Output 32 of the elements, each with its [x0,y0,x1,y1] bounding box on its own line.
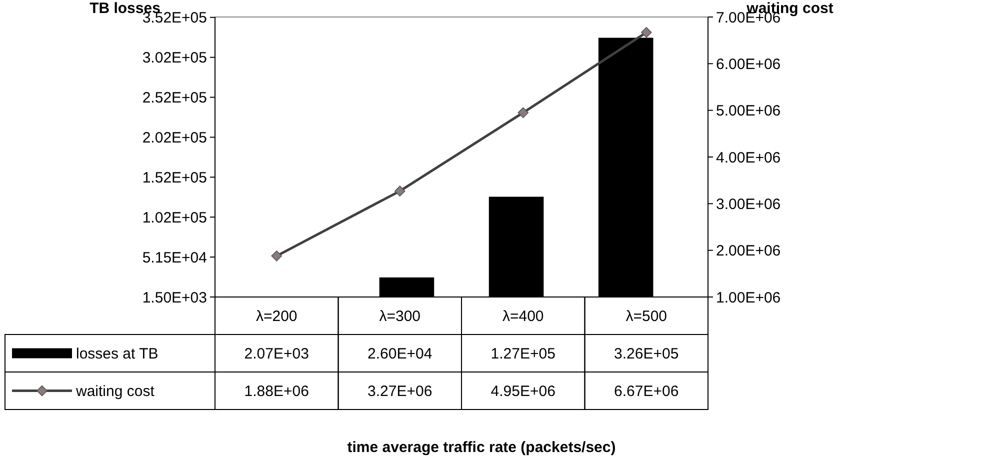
y-tick-label: 1.50E+03 [142,289,207,306]
y-tick-label: 5.15E+04 [142,249,207,266]
point [271,250,282,262]
data-label: 1.88E+06 [244,383,309,400]
data-label: 1.27E+05 [490,346,556,362]
y-tick-label: 2.02E+05 [142,129,207,146]
x-tick-label: λ=200 [256,308,298,325]
text: time average traffic rate (packets/sec) [347,439,616,456]
y-tick-label: 3.02E+05 [142,50,207,67]
x-tick-label: λ=400 [502,308,544,325]
y-tick-label: 1.02E+05 [142,209,207,226]
point [518,107,529,118]
y2-tick-label: 5.00E+06 [716,102,781,120]
data-label: 3.26E+05 [614,346,679,362]
legend-label: losses at TB [76,346,158,362]
data-label: 4.95E+06 [490,383,556,400]
legend-label: waiting cost [75,383,156,400]
y2-tick-label: 3.00E+06 [716,196,781,213]
y-tick-label: 2.52E+05 [142,90,207,107]
x-tick-label: λ=300 [379,308,421,325]
data-label: 2.60E+04 [368,346,432,362]
point [640,27,652,38]
y2-tick-label: 4.00E+06 [716,149,781,166]
y2-tick-label: 6.00E+06 [716,56,781,73]
data-label: 2.07E+03 [244,346,309,362]
y-tick-label: 1.52E+05 [142,169,207,186]
y2-tick-label: 2.00E+06 [716,242,781,260]
data-label: 6.67E+06 [614,383,679,400]
y2-tick-label: 1.00E+06 [716,289,781,306]
data-label: 3.27E+06 [368,383,432,400]
point [394,186,406,196]
x-tick-label: λ=500 [626,308,668,325]
